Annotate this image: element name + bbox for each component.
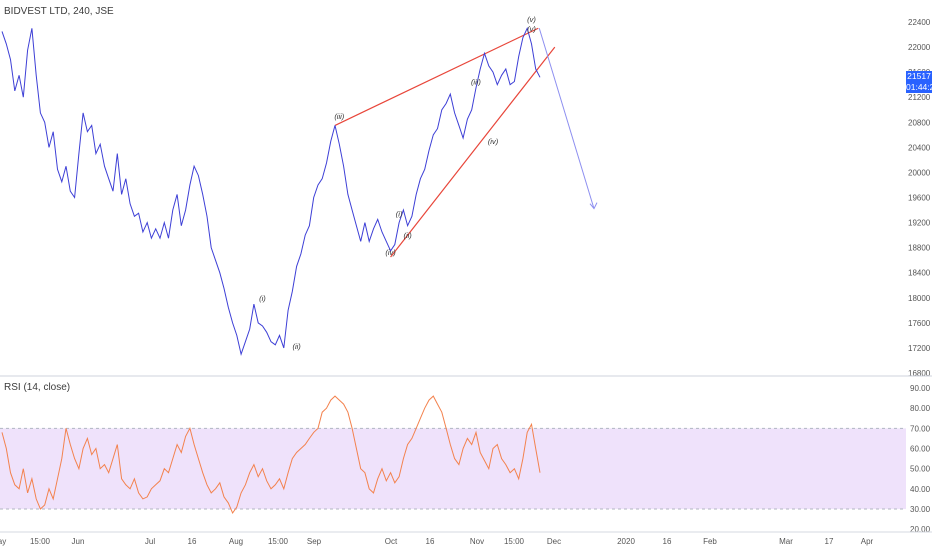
rsi-tick-label: 50.00 [910, 465, 931, 474]
wave-label: (i) [259, 294, 266, 303]
price-tick-label: 22000 [908, 43, 931, 52]
wave-labels: (i) (ii) (iii) (iv) (i) (ii) (iii) (iv) (v)(v) [259, 15, 536, 351]
time-tick-label: Apr [861, 537, 874, 546]
time-tick-label: 16 [663, 537, 672, 546]
rsi-indicator-label[interactable]: RSI (14, close) [4, 382, 71, 393]
rsi-y-axis: 90.00 80.00 70.00 60.00 50.00 40.00 30.00 20.00 [910, 384, 931, 534]
price-tick-label: 18000 [908, 294, 931, 303]
price-tick-label: 22400 [908, 18, 931, 27]
last-price-badge: 21517 [906, 71, 932, 83]
time-tick-label: Mar [779, 537, 793, 546]
price-tick-label: 17200 [908, 344, 931, 353]
price-tick-label: 20800 [908, 118, 931, 127]
rsi-tick-label: 20.00 [910, 525, 931, 534]
rsi-series-line [1, 395, 541, 515]
time-tick-label: 16 [188, 537, 197, 546]
rsi-tick-label: 60.00 [910, 445, 931, 454]
price-pane[interactable]: 2240022000216002120020800204002000019600… [1, 15, 931, 378]
time-tick-label: 17 [825, 537, 834, 546]
price-tick-label: 21200 [908, 93, 931, 102]
price-tick-label: 19200 [908, 219, 931, 228]
projection-arrow[interactable] [538, 28, 598, 210]
time-tick-label: 2020 [617, 537, 635, 546]
price-tick-label: 16800 [908, 369, 931, 378]
price-tick-label: 20000 [908, 168, 931, 177]
rsi-tick-label: 40.00 [910, 485, 931, 494]
time-tick-label: Dec [547, 537, 561, 546]
wave-label: (v) [527, 24, 536, 33]
time-tick-label: ay [0, 537, 6, 546]
price-tick-label: 19600 [908, 194, 931, 203]
lower-trendline[interactable] [390, 46, 556, 258]
price-tick-label: 18800 [908, 244, 931, 253]
time-tick-label: Nov [470, 537, 484, 546]
price-series-line [1, 26, 541, 357]
rsi-band [0, 428, 906, 509]
upper-trendline[interactable] [334, 27, 539, 126]
time-axis[interactable]: ay 15:00 Jun Jul 16 Aug 15:00 Sep Oct 16 Nov 15:00 D… [0, 537, 874, 546]
wave-label: (ii) [292, 342, 301, 351]
time-tick-label: 16 [426, 537, 435, 546]
wave-label: (iii) [334, 112, 344, 121]
time-tick-label: 15:00 [30, 537, 51, 546]
wave-label: (iv) [385, 248, 396, 257]
wave-label: (v) [527, 15, 536, 24]
countdown-badge: 01:44:23 [906, 82, 932, 94]
wave-label: (i) [396, 209, 403, 218]
price-tick-label: 18400 [908, 269, 931, 278]
time-tick-label: Sep [307, 537, 322, 546]
rsi-pane[interactable]: 90.00 80.00 70.00 60.00 50.00 40.00 30.00 20.00 [0, 384, 931, 534]
rsi-tick-label: 70.00 [910, 424, 931, 433]
time-tick-label: 15:00 [268, 537, 289, 546]
time-tick-label: 15:00 [504, 537, 525, 546]
price-tick-label: 17600 [908, 319, 931, 328]
time-tick-label: Jul [145, 537, 155, 546]
rsi-tick-label: 90.00 [910, 384, 931, 393]
price-tick-label: 20400 [908, 143, 931, 152]
rsi-tick-label: 30.00 [910, 505, 931, 514]
time-tick-label: Aug [229, 537, 243, 546]
wave-label: (iii) [471, 78, 481, 87]
symbol-title[interactable]: BIDVEST LTD, 240, JSE [4, 6, 114, 17]
time-tick-label: Oct [385, 537, 398, 546]
time-tick-label: Jun [72, 537, 85, 546]
rsi-tick-label: 80.00 [910, 404, 931, 413]
time-tick-label: Feb [703, 537, 717, 546]
wave-label: (ii) [403, 231, 412, 240]
wave-label: (iv) [488, 137, 499, 146]
